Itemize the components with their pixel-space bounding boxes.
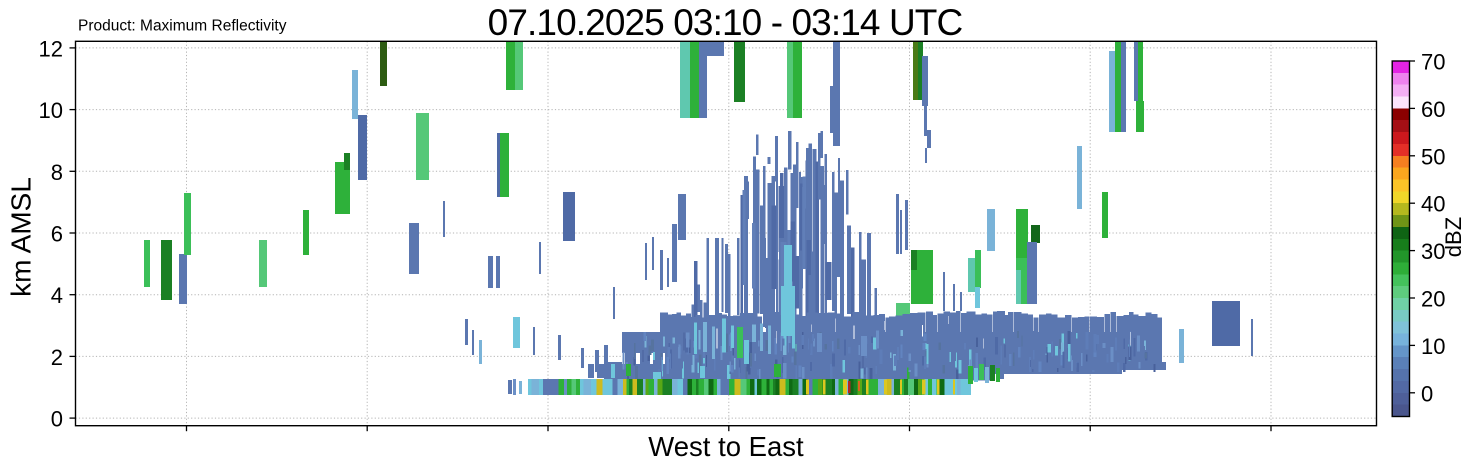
svg-text:Product: Maximum Reflectivity: Product: Maximum Reflectivity <box>78 18 287 35</box>
svg-text:km AMSL: km AMSL <box>6 177 37 297</box>
svg-text:30: 30 <box>1421 239 1445 264</box>
svg-text:12: 12 <box>39 36 63 61</box>
svg-text:West to East: West to East <box>648 431 804 462</box>
svg-text:dBZ: dBZ <box>1441 217 1466 257</box>
svg-text:2: 2 <box>51 345 63 370</box>
svg-text:70: 70 <box>1421 50 1445 75</box>
svg-text:40: 40 <box>1421 192 1445 217</box>
svg-text:50: 50 <box>1421 144 1445 169</box>
svg-text:10: 10 <box>1421 334 1445 359</box>
svg-text:60: 60 <box>1421 97 1445 122</box>
svg-text:8: 8 <box>51 160 63 185</box>
svg-text:20: 20 <box>1421 287 1445 312</box>
svg-text:6: 6 <box>51 222 63 247</box>
svg-text:0: 0 <box>51 407 63 432</box>
svg-text:4: 4 <box>51 283 63 308</box>
svg-text:07.10.2025 03:10 - 03:14 UTC: 07.10.2025 03:10 - 03:14 UTC <box>488 2 963 43</box>
svg-text:10: 10 <box>39 98 63 123</box>
svg-text:0: 0 <box>1421 381 1433 406</box>
